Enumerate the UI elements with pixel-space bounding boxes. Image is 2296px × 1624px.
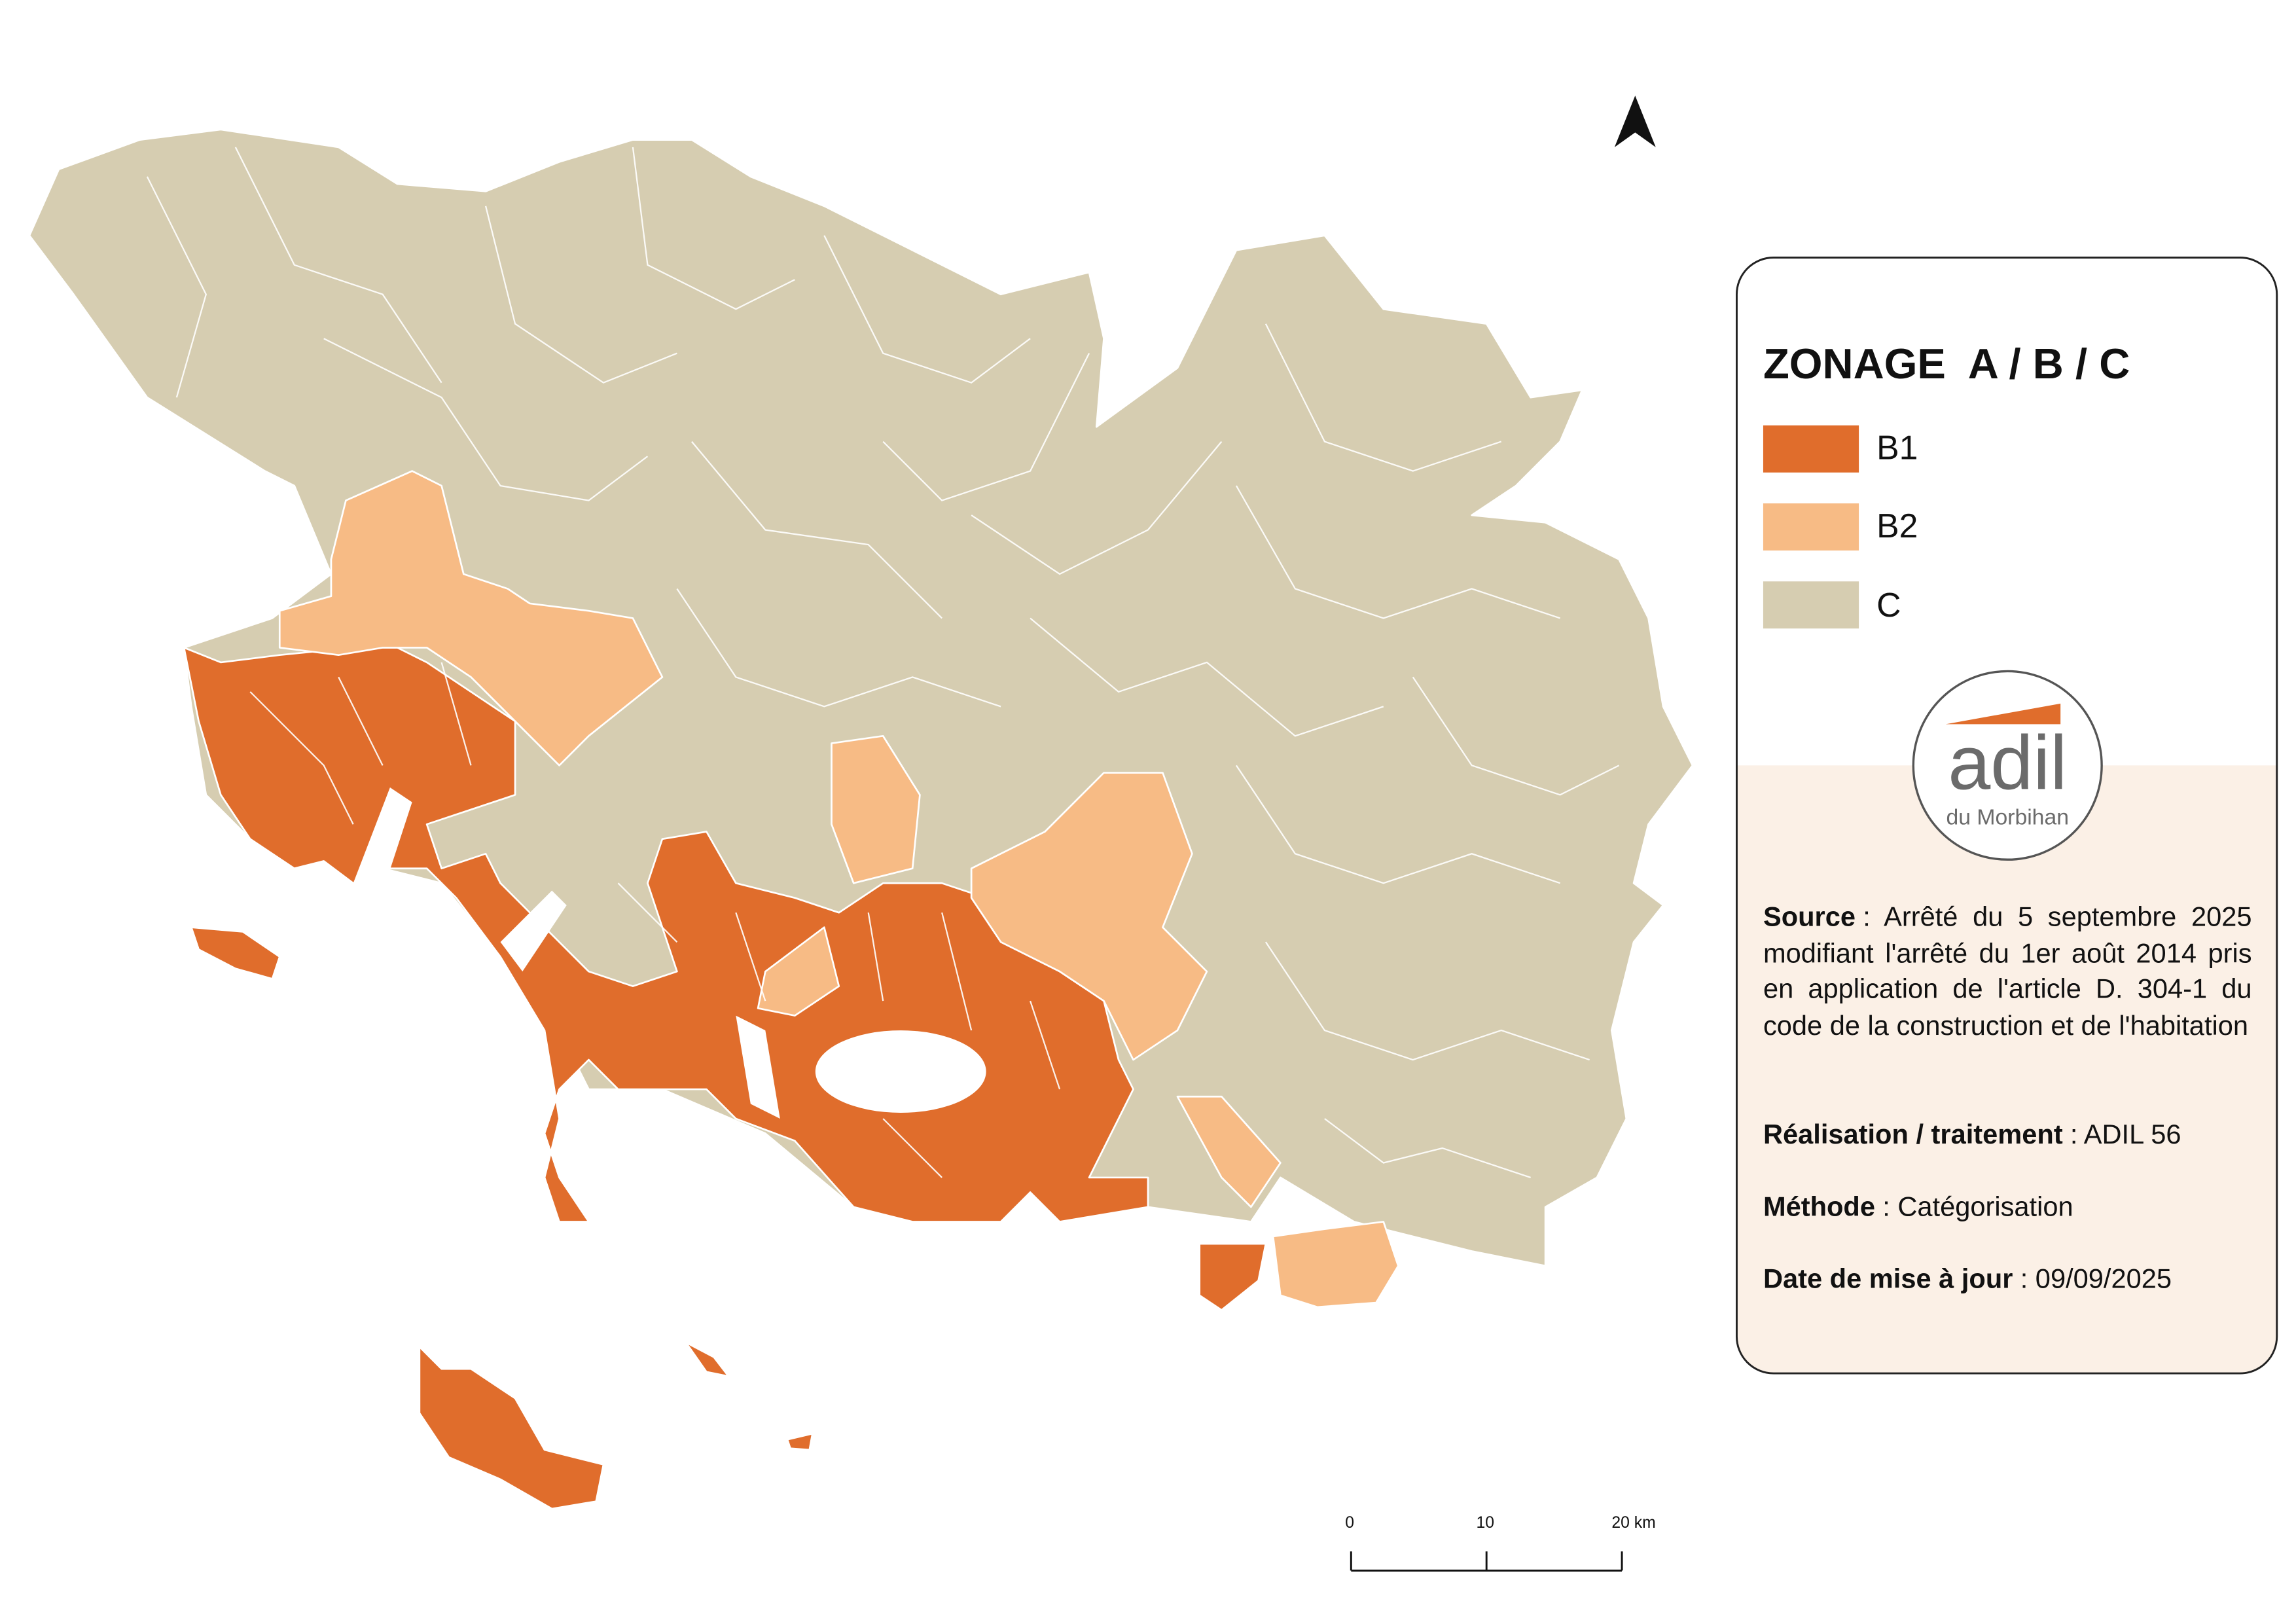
gulf [815, 1030, 986, 1113]
island [685, 1341, 730, 1377]
note-text: : ADIL 56 [2070, 1119, 2181, 1150]
legend-swatch [1763, 503, 1859, 551]
note-label: Date de mise à jour [1763, 1263, 2013, 1294]
north-arrow [1614, 96, 1656, 147]
scale-label: 20 km [1611, 1514, 1656, 1532]
note-label: Source [1763, 901, 1856, 932]
zone-b2 [278, 470, 664, 767]
sea [353, 787, 986, 1119]
note-text: : 09/09/2025 [2020, 1263, 2172, 1294]
legend-swatch [1763, 581, 1859, 629]
commune-borders [146, 147, 1620, 1179]
estuary [500, 890, 567, 972]
island [786, 1432, 814, 1451]
note: Réalisation / traitement: ADIL 56 [1763, 1117, 2252, 1153]
note: Date de mise à jour: 09/09/2025 [1763, 1261, 2252, 1297]
logo-subtitle: du Morbihan [1946, 804, 2069, 829]
logo-name: adil [1948, 719, 2067, 805]
legend-label: B2 [1876, 506, 1918, 545]
zone-b2 [970, 772, 1208, 1061]
legend-box [1736, 257, 2278, 1375]
note-label: Réalisation / traitement [1763, 1119, 2063, 1150]
legend-label: B1 [1876, 428, 1918, 467]
note: Source: Arrêté du 5 septembre 2025 modif… [1763, 899, 2252, 1043]
note-text: : Arrêté du 5 septembre 2025 modifiant l… [1763, 901, 2252, 1040]
legend-swatch [1763, 425, 1859, 473]
note: Méthode: Catégorisation [1763, 1189, 2252, 1225]
scale-label: 0 [1345, 1514, 1355, 1532]
estuary [353, 787, 412, 884]
estuary [736, 1015, 780, 1119]
legend-label: C [1876, 585, 1901, 624]
zone-b2 [757, 926, 840, 1017]
zone-b1 [1198, 1242, 1267, 1311]
scale-label: 10 [1476, 1514, 1494, 1532]
island [418, 1346, 605, 1510]
scale-bar [1350, 1551, 1623, 1572]
legend-panel-lower [1736, 765, 2277, 1374]
zone-b2 [1176, 1095, 1282, 1208]
zone-b2 [1272, 1221, 1399, 1308]
note-label: Méthode [1763, 1191, 1875, 1222]
note-text: : Catégorisation [1882, 1191, 2073, 1222]
island [190, 926, 281, 980]
zone-b2 [831, 735, 921, 884]
legend-title: ZONAGE A / B / C [1763, 341, 2130, 389]
